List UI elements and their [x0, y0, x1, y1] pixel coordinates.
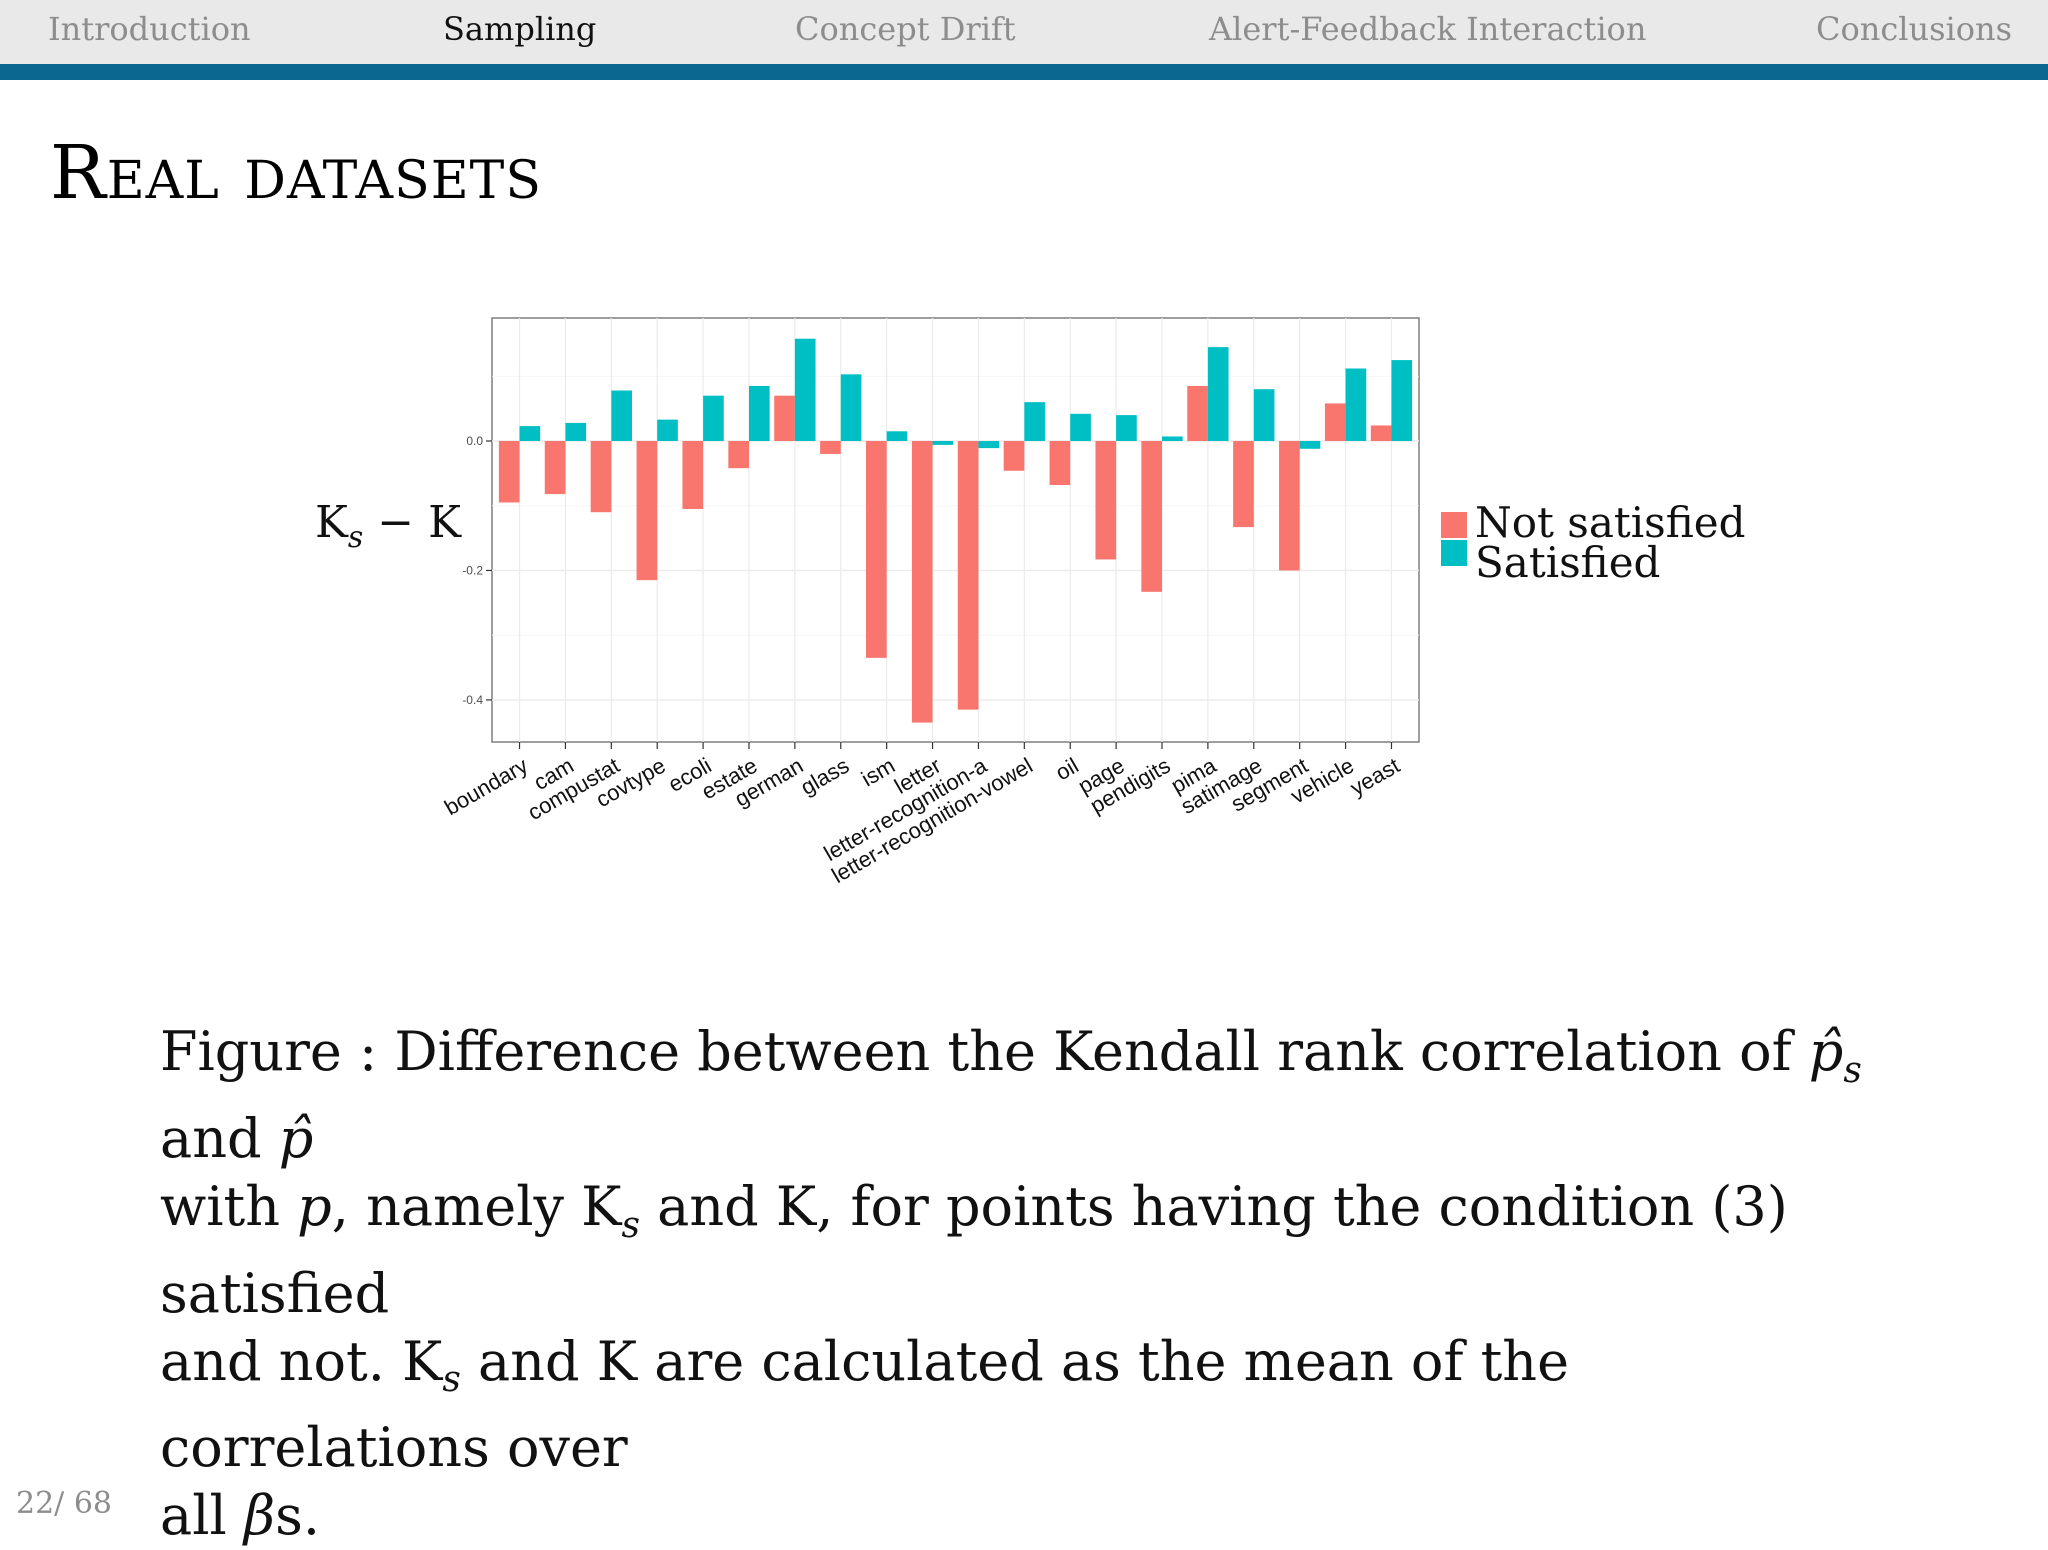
caption-line1: Difference between the Kendall rank corr… [394, 1020, 1792, 1083]
y-axis-label-sub: s [348, 520, 363, 555]
legend-key-not-satisfied [1441, 512, 1467, 538]
bar-not-satisfied [1279, 440, 1300, 571]
bar-not-satisfied [498, 440, 520, 503]
page-number: 22/ 68 [16, 1486, 112, 1521]
caption-line2-rest: and K, for points having the condition (… [160, 1174, 1788, 1325]
bar-satisfied [1345, 368, 1367, 441]
bar-not-satisfied [590, 440, 612, 513]
caption-p-hat: p̂ [278, 1106, 314, 1170]
bar-satisfied [932, 440, 954, 445]
bar-satisfied [657, 419, 678, 441]
y-tick-label: 0.0 [466, 434, 483, 448]
bar-not-satisfied [1003, 440, 1025, 471]
bar-not-satisfied [1370, 425, 1392, 441]
caption-beta: β [243, 1484, 276, 1548]
bar-satisfied [519, 426, 541, 441]
axes: 0.0 -0.2 -0.4 [462, 434, 1393, 749]
y-axis-label: Ks − K [315, 497, 462, 555]
caption-sub-s-3: s [442, 1359, 461, 1401]
nav-bar: Introduction Sampling Concept Drift Aler… [0, 0, 2048, 64]
caption-namely: , namely K [331, 1174, 622, 1238]
bar-satisfied [1162, 436, 1183, 441]
legend-label-satisfied: Satisfied [1475, 538, 1660, 587]
bar-not-satisfied [1141, 440, 1163, 592]
bar-satisfied [886, 431, 908, 441]
bar-satisfied [703, 395, 724, 441]
bar-satisfied [1116, 415, 1137, 441]
legend-key-satisfied [1441, 540, 1467, 566]
bar-satisfied [794, 338, 816, 441]
caption-line3: and not. K [160, 1329, 443, 1393]
category-labels: boundarycamcompustatcovtypeecoliestatege… [440, 752, 1404, 888]
bar-satisfied [978, 440, 1000, 449]
bar-not-satisfied [774, 395, 795, 441]
caption-and: and [160, 1106, 262, 1170]
nav-item-conclusions[interactable]: Conclusions [1816, 10, 2013, 48]
x-category-label: glass [796, 753, 853, 800]
caption-all: all [160, 1484, 227, 1548]
caption-line3-rest: and K are calculated as the mean of the … [160, 1329, 1570, 1480]
bar-satisfied [611, 390, 632, 441]
bar-not-satisfied [1233, 440, 1254, 528]
nav-item-sampling[interactable]: Sampling [443, 10, 597, 48]
figure-caption: Figure : Difference between the Kendall … [160, 1018, 1900, 1550]
nav-stripe [0, 64, 2048, 80]
bar-chart: 0.0 -0.2 -0.4 boundarycamcompustatcovtypee… [315, 317, 1745, 888]
y-axis-label-main: K [315, 497, 349, 548]
bar-not-satisfied [1324, 403, 1346, 441]
bar-satisfied [1299, 440, 1321, 449]
bar-satisfied [1253, 389, 1275, 441]
bar-not-satisfied [866, 440, 887, 658]
bar-not-satisfied [728, 440, 749, 469]
nav-item-concept-drift[interactable]: Concept Drift [795, 10, 1016, 48]
caption-end: s. [275, 1484, 321, 1548]
bar-satisfied [1024, 402, 1045, 441]
bar-satisfied [840, 374, 862, 441]
caption-figure-label: Figure : [160, 1020, 378, 1083]
y-axis-label-rest: − K [363, 497, 462, 548]
bar-not-satisfied [820, 440, 841, 454]
bar-satisfied [748, 385, 770, 441]
bars [498, 338, 1413, 723]
y-tick-label: -0.4 [462, 693, 483, 707]
bar-not-satisfied [682, 440, 704, 509]
caption-sub-s-2: s [621, 1204, 640, 1246]
legend-label-not-satisfied: Not satisfied [1475, 498, 1745, 547]
caption-p-var: p [297, 1174, 332, 1238]
bar-satisfied [1070, 413, 1091, 441]
bar-not-satisfied [1187, 385, 1208, 441]
caption-with: with [160, 1174, 280, 1238]
x-category-label: yeast [1346, 753, 1404, 801]
x-category-label: ism [857, 753, 899, 792]
y-tick-label: -0.2 [462, 563, 483, 577]
bar-not-satisfied [911, 440, 933, 723]
x-category-label: boundary [440, 753, 532, 821]
bar-satisfied [1207, 347, 1229, 441]
bar-not-satisfied [544, 440, 566, 495]
bar-not-satisfied [1095, 440, 1117, 560]
bar-satisfied [1391, 360, 1413, 441]
nav-item-alert-feedback-interaction[interactable]: Alert-Feedback Interaction [1209, 10, 1647, 48]
bar-not-satisfied [636, 440, 658, 581]
caption-sub-s-1: s [1843, 1049, 1862, 1091]
bar-satisfied [565, 422, 587, 441]
bar-not-satisfied [957, 440, 979, 710]
caption-p-hat-s: p̂ [1808, 1020, 1844, 1083]
legend: Not satisfied Satisfied [1441, 498, 1745, 587]
bar-not-satisfied [1049, 440, 1071, 486]
slide-title: Real datasets [50, 130, 542, 216]
nav-item-introduction[interactable]: Introduction [48, 10, 251, 48]
